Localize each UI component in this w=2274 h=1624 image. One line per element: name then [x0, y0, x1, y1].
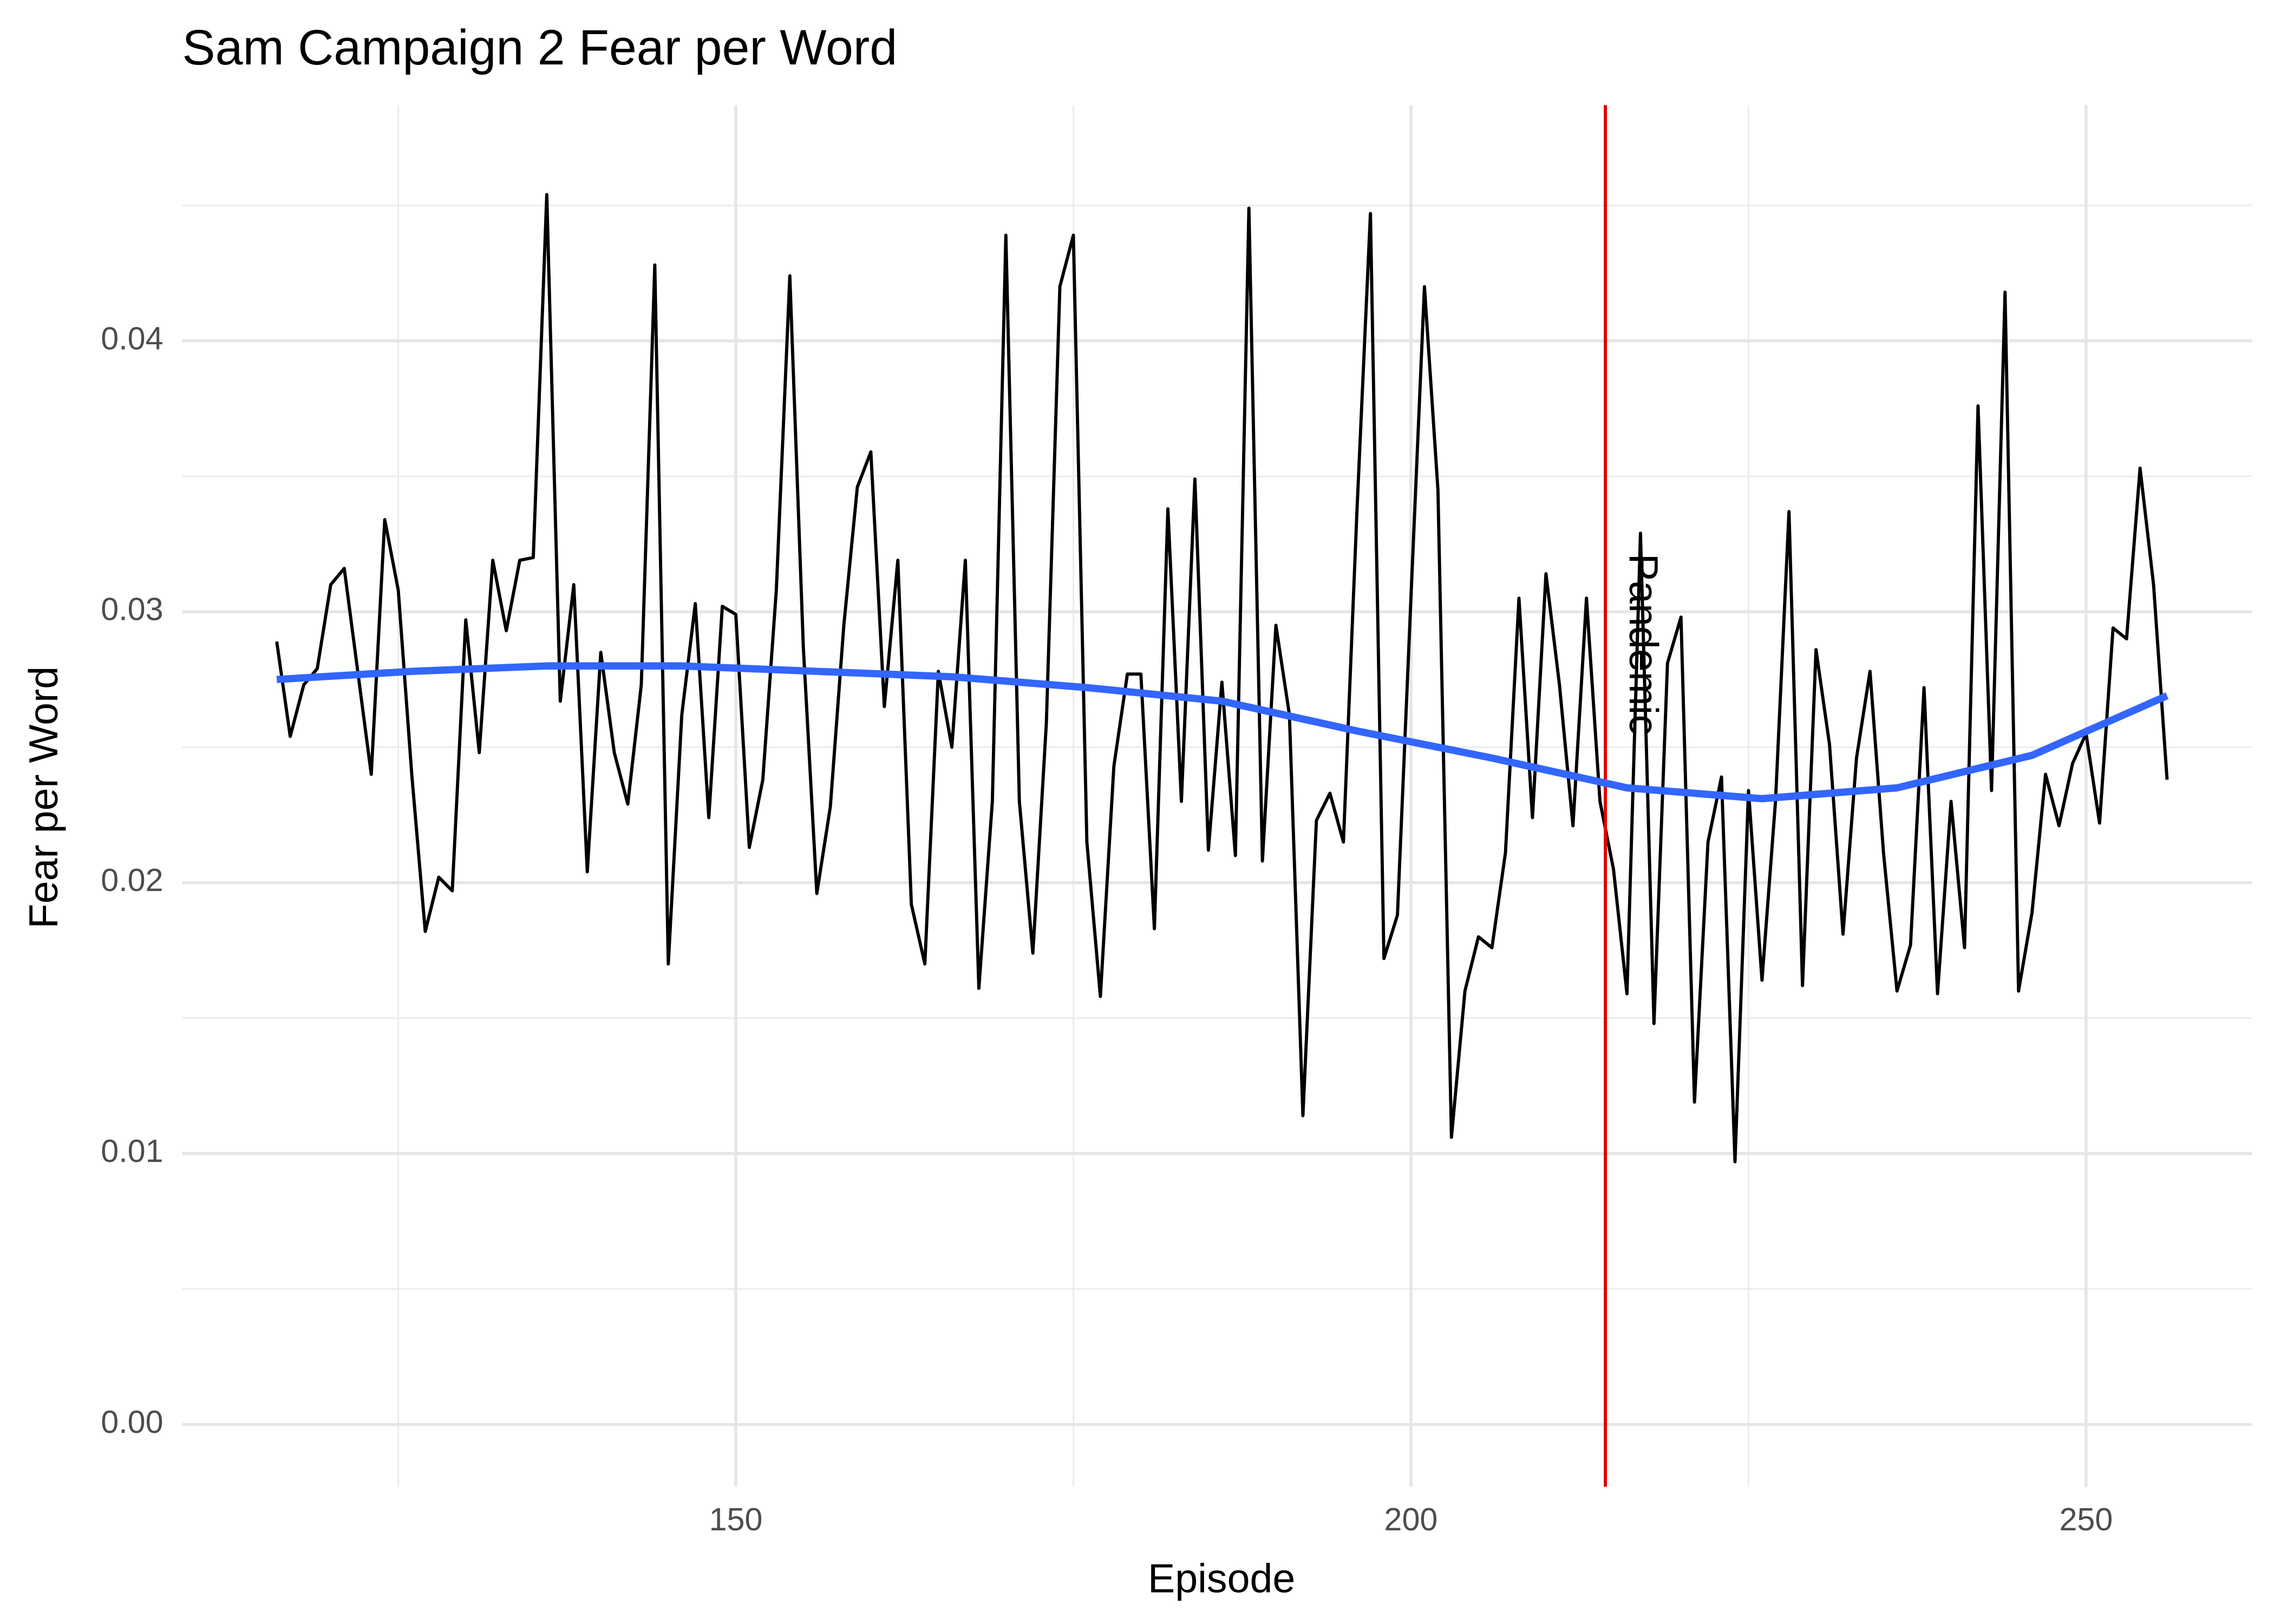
reference-label: Pandemic [1621, 554, 1667, 735]
y-tick-label: 0.02 [101, 862, 163, 898]
y-tick-label: 0.03 [101, 591, 163, 627]
x-axis-title: Episode [1148, 1555, 1295, 1601]
y-tick-label: 0.04 [101, 320, 163, 356]
y-tick-label: 0.01 [101, 1133, 163, 1169]
y-tick-label: 0.00 [101, 1404, 163, 1440]
x-tick-label: 200 [1384, 1501, 1438, 1537]
x-tick-label: 150 [709, 1501, 763, 1537]
data-line [275, 193, 2169, 1163]
trend-line [276, 662, 2169, 803]
chart-title: Sam Campaign 2 Fear per Word [182, 20, 898, 75]
x-tick-label: 250 [2059, 1501, 2113, 1537]
y-axis-title: Fear per Word [21, 666, 66, 929]
